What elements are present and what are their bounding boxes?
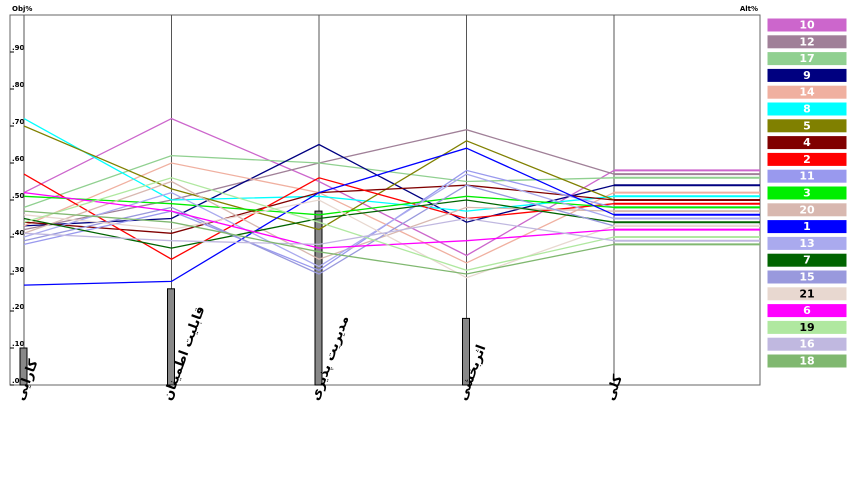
y-tick-label: .60 — [12, 155, 25, 163]
legend-swatch — [766, 202, 848, 218]
legend-label: 20 — [799, 203, 815, 216]
alternative-line — [23, 125, 615, 231]
legend-label: 21 — [799, 287, 814, 300]
y-tick-label: .40 — [12, 229, 25, 237]
legend-label: 10 — [799, 19, 815, 32]
legend-swatch — [766, 135, 848, 151]
alternative-line — [23, 147, 615, 286]
y-tick-label: .10 — [12, 340, 25, 348]
weight-bar — [314, 210, 323, 386]
legend-label: 12 — [799, 35, 814, 48]
legend-label: 3 — [803, 187, 811, 200]
legend-label: 19 — [799, 321, 814, 334]
legend-swatch — [766, 219, 848, 235]
y-tick-label: .50 — [12, 192, 25, 200]
legend-swatch — [766, 185, 848, 201]
legend-swatch — [766, 34, 848, 50]
alt-axis-label: Alt% — [740, 5, 758, 13]
alternative-line — [23, 217, 615, 246]
legend-label: 13 — [799, 237, 814, 250]
alternative-line — [23, 143, 615, 227]
legend-label: 6 — [803, 304, 811, 317]
legend-swatch — [766, 151, 848, 167]
legend-swatch — [766, 353, 848, 369]
weight-bar — [462, 317, 470, 386]
legend-swatch — [766, 118, 848, 134]
legend-label: 14 — [799, 86, 815, 99]
legend-label: 2 — [803, 153, 811, 166]
legend-swatch — [766, 303, 848, 319]
legend-swatch — [766, 101, 848, 117]
alternative-line — [23, 195, 615, 216]
legend-swatch — [766, 235, 848, 251]
legend-swatch — [766, 269, 848, 285]
legend-label: 17 — [799, 52, 814, 65]
legend-label: 11 — [799, 170, 814, 183]
alternative-line — [23, 191, 615, 249]
alternative-line — [23, 118, 615, 212]
y-axis-label: Obj% — [12, 5, 32, 13]
alternative-line — [23, 117, 615, 257]
legend-label: 16 — [799, 338, 815, 351]
y-tick-label: .30 — [12, 266, 25, 274]
legend-label: 18 — [799, 355, 814, 368]
y-tick-label: .20 — [12, 303, 25, 311]
legend-swatch — [766, 17, 848, 33]
legend-swatch — [766, 67, 848, 83]
alternative-line — [23, 173, 615, 260]
legend-label: 15 — [799, 271, 814, 284]
legend-label: 8 — [803, 103, 811, 116]
weight-bar — [167, 288, 175, 386]
legend-swatch — [766, 336, 848, 352]
legend-label: 7 — [803, 254, 811, 267]
legend-swatch — [766, 84, 848, 100]
y-tick-label: .80 — [12, 81, 25, 89]
legend-label: 5 — [803, 119, 811, 132]
legend-swatch — [766, 252, 848, 268]
y-tick-label: .70 — [12, 118, 25, 126]
weight-bar — [19, 347, 28, 386]
legend-label: 1 — [803, 220, 811, 233]
alternative-line — [23, 173, 615, 268]
y-tick-label: .00 — [12, 377, 25, 385]
alternative-line — [23, 180, 615, 260]
legend-label: 9 — [803, 69, 811, 82]
legend-label: 4 — [803, 136, 811, 149]
legend-swatch — [766, 168, 848, 184]
legend-swatch — [766, 51, 848, 67]
alternative-line — [23, 177, 615, 271]
alternative-line — [23, 199, 615, 279]
legend-swatch — [766, 286, 848, 302]
y-tick-label: .90 — [12, 44, 25, 52]
alternative-line — [23, 210, 615, 275]
legend-swatch — [766, 319, 848, 335]
alternative-line — [23, 169, 615, 272]
